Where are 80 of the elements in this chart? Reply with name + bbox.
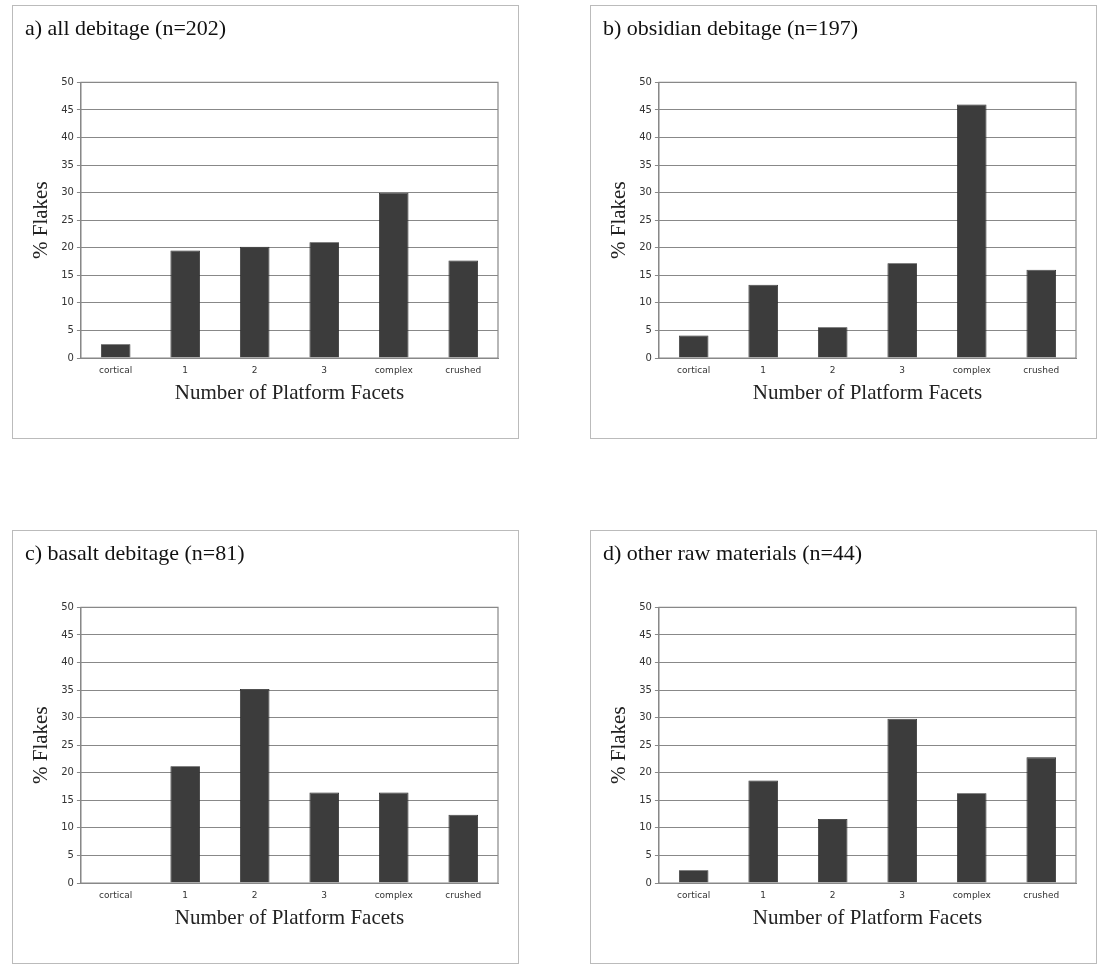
- y-tick-label: 15: [61, 793, 74, 805]
- y-tick-label: 5: [645, 849, 652, 861]
- y-tick-label: 15: [639, 793, 652, 805]
- y-tick-label: 30: [639, 186, 652, 198]
- y-tick-label: 10: [639, 821, 652, 833]
- x-tick-label: 1: [760, 889, 767, 900]
- y-tick-label: 45: [61, 103, 74, 115]
- x-tick-label: crushed: [445, 889, 482, 900]
- x-tick-label: 3: [321, 364, 328, 375]
- x-tick-label: complex: [374, 364, 414, 375]
- y-axis-title: % Flakes: [28, 706, 53, 784]
- y-tick-label: 15: [61, 268, 74, 280]
- x-tick-label: 2: [829, 889, 836, 900]
- y-tick-label: 40: [61, 656, 74, 668]
- y-tick-label: 35: [639, 158, 652, 170]
- chart-title: d) other raw materials (n=44): [603, 539, 863, 565]
- x-tick-label: 2: [829, 364, 836, 375]
- chart-title: b) obsidian debitage (n=197): [603, 14, 858, 40]
- y-tick-label: 30: [639, 711, 652, 723]
- y-axis-title: % Flakes: [28, 181, 53, 259]
- y-tick-label: 25: [61, 213, 74, 225]
- x-tick-label: complex: [952, 364, 992, 375]
- y-tick-label: 40: [639, 656, 652, 668]
- x-tick-label: cortical: [99, 889, 133, 900]
- y-tick-label: 0: [645, 876, 652, 888]
- y-axis-title: % Flakes: [606, 181, 631, 259]
- y-tick-label: 25: [639, 213, 652, 225]
- x-tick-label: complex: [952, 889, 992, 900]
- x-tick-label: 1: [760, 364, 767, 375]
- x-axis-title: Number of Platform Facets: [752, 904, 983, 929]
- y-tick-label: 20: [61, 766, 74, 778]
- y-tick-label: 0: [645, 351, 652, 363]
- y-tick-label: 35: [61, 683, 74, 695]
- y-tick-label: 0: [67, 351, 74, 363]
- y-axis-title: % Flakes: [606, 706, 631, 784]
- y-tick-label: 10: [61, 296, 74, 308]
- y-tick-label: 50: [639, 75, 652, 87]
- x-tick-label: 1: [182, 889, 189, 900]
- y-tick-label: 20: [639, 766, 652, 778]
- x-tick-label: crushed: [445, 364, 482, 375]
- y-tick-label: 25: [61, 738, 74, 750]
- y-tick-label: 5: [67, 324, 74, 336]
- x-tick-label: cortical: [677, 889, 711, 900]
- y-tick-label: 35: [639, 683, 652, 695]
- x-tick-label: crushed: [1023, 364, 1060, 375]
- x-tick-label: crushed: [1023, 889, 1060, 900]
- x-axis-title: Number of Platform Facets: [174, 379, 405, 404]
- y-tick-label: 30: [61, 711, 74, 723]
- y-tick-label: 10: [61, 821, 74, 833]
- y-tick-label: 20: [61, 241, 74, 253]
- y-tick-label: 20: [639, 241, 652, 253]
- y-tick-label: 0: [67, 876, 74, 888]
- x-axis-title: Number of Platform Facets: [752, 379, 983, 404]
- chart-title: a) all debitage (n=202): [25, 14, 227, 40]
- y-tick-label: 5: [67, 849, 74, 861]
- x-tick-label: complex: [374, 889, 414, 900]
- x-tick-label: 3: [899, 889, 906, 900]
- y-tick-label: 50: [61, 600, 74, 612]
- y-tick-label: 10: [639, 296, 652, 308]
- x-tick-label: cortical: [99, 364, 133, 375]
- y-tick-label: 30: [61, 186, 74, 198]
- x-tick-label: 3: [321, 889, 328, 900]
- y-tick-label: 35: [61, 158, 74, 170]
- x-tick-label: 2: [251, 364, 258, 375]
- x-tick-label: cortical: [677, 364, 711, 375]
- y-tick-label: 25: [639, 738, 652, 750]
- x-tick-label: 1: [182, 364, 189, 375]
- y-tick-label: 50: [61, 75, 74, 87]
- y-tick-label: 5: [645, 324, 652, 336]
- x-axis-title: Number of Platform Facets: [174, 904, 405, 929]
- y-tick-label: 40: [639, 131, 652, 143]
- y-tick-label: 45: [61, 628, 74, 640]
- x-tick-label: 3: [899, 364, 906, 375]
- chart-title: c) basalt debitage (n=81): [25, 539, 245, 565]
- y-tick-label: 45: [639, 103, 652, 115]
- y-tick-label: 15: [639, 268, 652, 280]
- x-tick-label: 2: [251, 889, 258, 900]
- y-tick-label: 50: [639, 600, 652, 612]
- y-tick-label: 45: [639, 628, 652, 640]
- y-tick-label: 40: [61, 131, 74, 143]
